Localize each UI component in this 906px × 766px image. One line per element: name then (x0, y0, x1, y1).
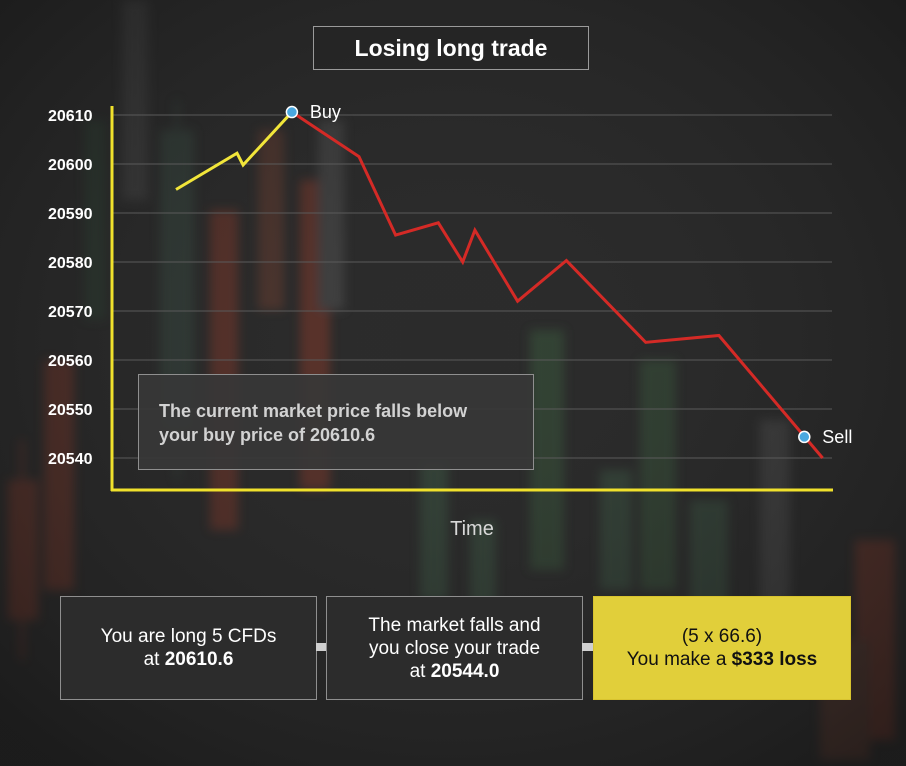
step-2-close-price: 20544.0 (430, 660, 500, 682)
price-fall-line (291, 110, 824, 459)
y-tick-label: 20600 (48, 157, 93, 174)
sell-marker (798, 430, 811, 444)
step-2-line-1: The market falls and (368, 614, 541, 636)
buy-label: Buy (310, 102, 341, 122)
y-tick-label: 20590 (48, 206, 93, 223)
step-3-loss-amount: $333 loss (731, 649, 818, 670)
y-tick-labels: 20610 20600 20590 20580 20570 20560 20550 20540 (48, 108, 93, 468)
step-open-position: You are long 5 CFDs at 20610.6 (60, 596, 317, 700)
callout-line-1: The current market price falls below (159, 401, 468, 421)
y-tick-label: 20540 (48, 451, 93, 468)
step-1-line-2: at 20610.6 (144, 648, 234, 671)
price-falls-callout: The current market price falls below you… (138, 374, 534, 470)
step-result-loss: (5 x 66.6) You make a $333 loss (593, 596, 851, 700)
step-3-line-2: You make a $333 loss (627, 648, 818, 671)
y-tick-label: 20570 (48, 304, 93, 321)
step-1-prefix: at (143, 649, 165, 670)
sell-label: Sell (822, 427, 852, 447)
step-1-open-price: 20610.6 (164, 649, 234, 670)
step-3-line-1: (5 x 66.6) (681, 626, 763, 647)
step-connector (316, 643, 328, 651)
trade-markers: Buy Sell (285, 102, 852, 447)
step-connector (582, 643, 594, 651)
y-tick-label: 20610 (48, 108, 93, 125)
step-1-line-1: You are long 5 CFDs (100, 626, 277, 647)
y-tick-label: 20580 (48, 255, 93, 272)
step-2-line-3: at 20544.0 (410, 660, 500, 683)
pre-entry-line (175, 111, 294, 191)
chart-title: Losing long trade (313, 26, 589, 70)
step-2-prefix: at (409, 660, 431, 682)
x-axis-label: Time (450, 518, 494, 540)
step-close-position: The market falls and you close your trad… (326, 596, 583, 700)
step-2-line-2: you close your trade (368, 637, 541, 659)
y-tick-label: 20550 (48, 402, 93, 419)
step-3-prefix: You make a (626, 649, 732, 670)
callout-line-2: your buy price of 20610.6 (159, 425, 376, 445)
series-lines (175, 110, 824, 459)
buy-marker (285, 105, 299, 119)
y-tick-label: 20560 (48, 353, 93, 370)
